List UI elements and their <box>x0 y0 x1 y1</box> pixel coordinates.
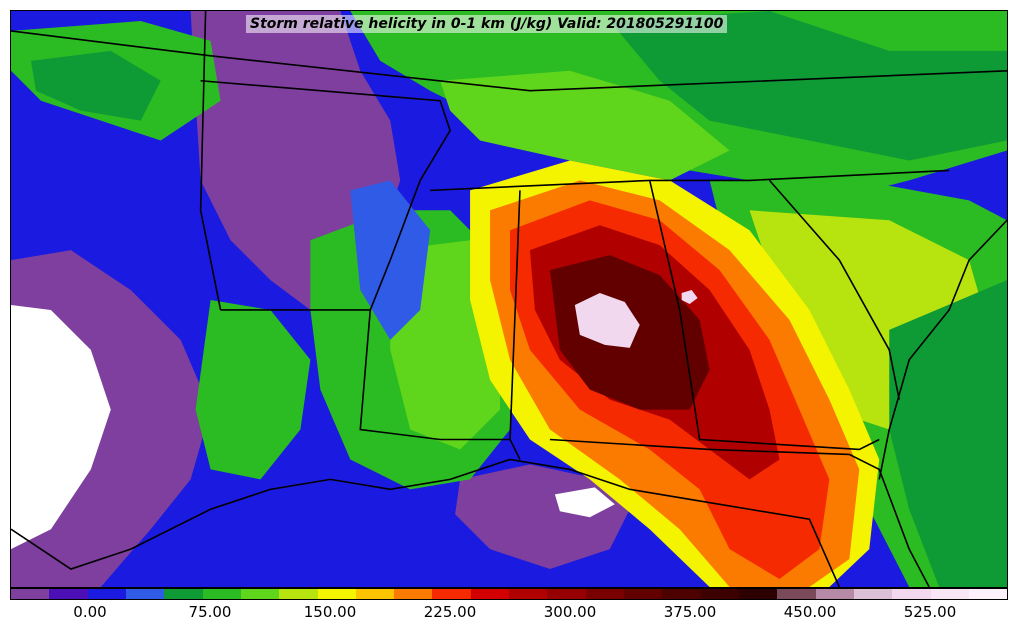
border-texas-panhandle <box>199 11 222 311</box>
field-darkgreen-northwest <box>30 50 161 121</box>
field-white-gulf <box>554 487 615 518</box>
colorbar-tick-label: 525.00 <box>903 603 957 621</box>
colorbar-tick-label: 150.00 <box>303 603 357 621</box>
field-pink-spot <box>681 290 698 304</box>
colorbar-tick-label: 450.00 <box>783 603 837 621</box>
map-area <box>10 10 1008 588</box>
colorbar-swatch <box>125 589 165 599</box>
field-darkgreen-north <box>609 11 1007 161</box>
colorbar-swatch <box>355 589 395 599</box>
colorbar-tick-label: 75.00 <box>188 603 232 621</box>
border-north <box>11 30 1007 92</box>
colorbar-swatch <box>700 589 739 599</box>
field-darkgreen-atlantic <box>889 280 1007 587</box>
helicity-map <box>11 11 1007 587</box>
colorbar-swatch <box>662 589 701 599</box>
field-lightgreen-north <box>440 70 730 181</box>
colorbar-swatch <box>49 589 88 599</box>
field-green-texas <box>195 299 311 480</box>
colorbar-swatch <box>202 589 241 599</box>
map-title: Storm relative helicity in 0-1 km (J/kg)… <box>246 15 728 33</box>
colorbar-swatch <box>470 589 510 599</box>
colorbar-swatch <box>777 589 816 599</box>
colorbar-tick-label: 0.00 <box>73 603 107 621</box>
colorbar-swatch <box>279 589 318 599</box>
colorbar-swatch <box>164 589 203 599</box>
field-pink-core <box>574 293 640 348</box>
colorbar-swatch <box>930 589 969 599</box>
colorbar-swatch <box>585 589 624 599</box>
colorbar-tick-label: 225.00 <box>423 603 477 621</box>
border-ms-al <box>509 190 521 460</box>
border-fl <box>549 438 930 587</box>
colorbar-swatch <box>87 589 126 599</box>
coastline-gulf <box>11 458 841 587</box>
colorbar-swatch <box>11 589 50 599</box>
colorbar-swatch <box>624 589 663 599</box>
border-al-ga <box>648 180 880 451</box>
field-white-mexico <box>11 304 111 550</box>
colorbar-tick-label: 375.00 <box>663 603 717 621</box>
border-tn <box>430 169 950 192</box>
colorbar-swatch <box>240 589 280 599</box>
border-ms-river <box>369 180 421 311</box>
border-ga-sc <box>768 179 900 400</box>
colorbar-swatch <box>738 589 778 599</box>
colorbar-swatch <box>892 589 931 599</box>
colorbar-tick-label: 300.00 <box>543 603 597 621</box>
border-ar-la <box>220 309 510 441</box>
state-boundaries <box>11 11 1007 587</box>
coastline-atlantic <box>878 219 1007 480</box>
colorbar-swatch <box>815 589 854 599</box>
border-ok-ks <box>200 79 451 181</box>
colorbar-swatch <box>432 589 471 599</box>
colorbar-swatch <box>968 589 1008 599</box>
colorbar-swatch <box>394 589 433 599</box>
colorbar-swatch <box>317 589 356 599</box>
colorbar-swatch <box>547 589 586 599</box>
colorbar <box>10 588 1008 600</box>
colorbar-swatch <box>509 589 548 599</box>
colorbar-swatch <box>853 589 893 599</box>
colorbar-tick-labels: 0.00 75.00 150.00 225.00 300.00 375.00 450.00 5… <box>10 600 1008 630</box>
